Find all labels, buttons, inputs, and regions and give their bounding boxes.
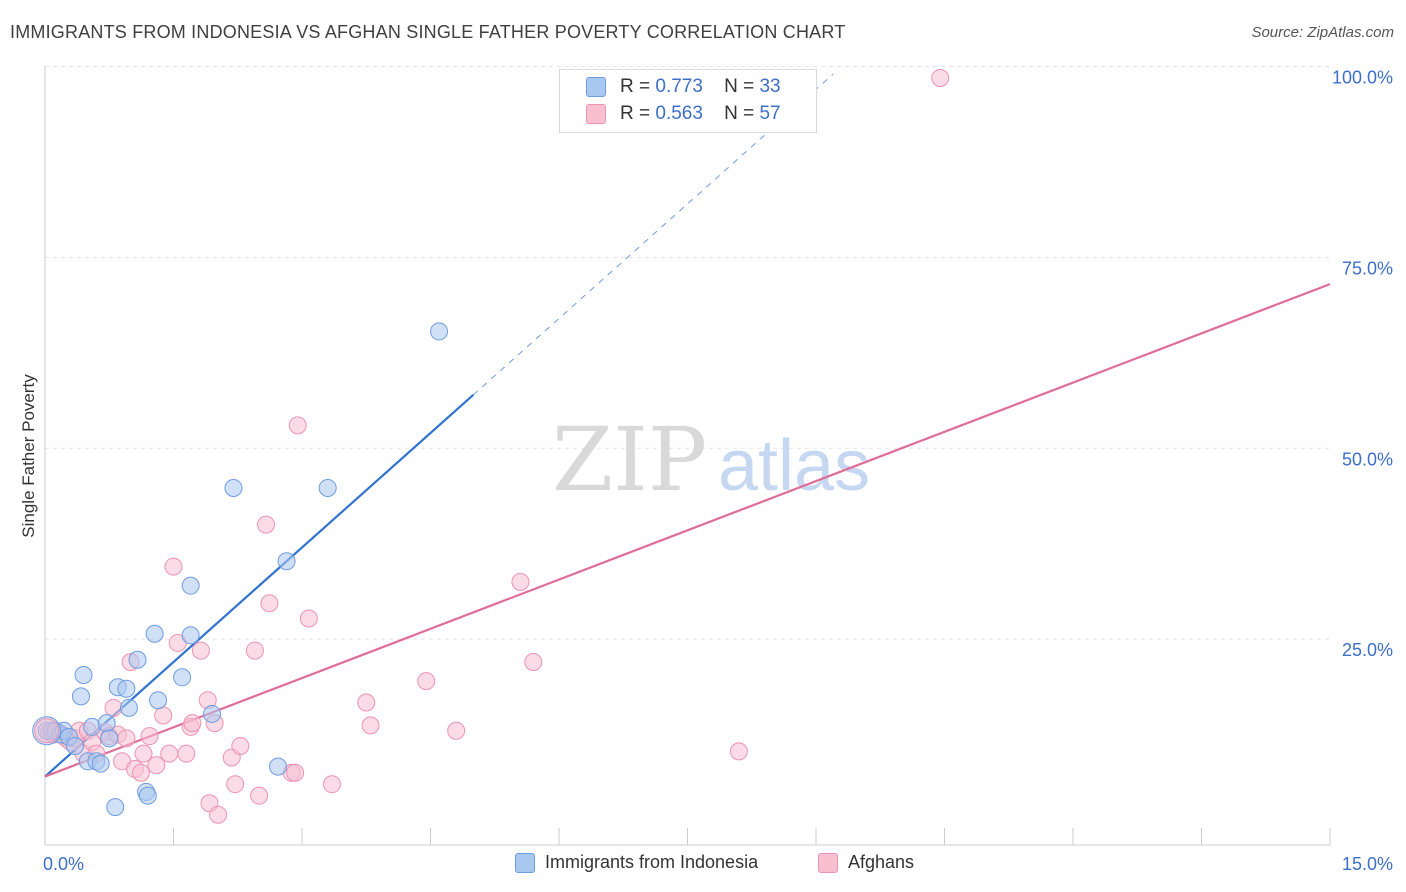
point-afghans bbox=[117, 729, 136, 748]
tick-labels: 25.0% 50.0% 75.0% 100.0% 0.0% 15.0% bbox=[43, 68, 1393, 875]
point-afghans bbox=[286, 763, 305, 782]
legend-r-label: R = bbox=[620, 76, 651, 97]
legend-item-afghans[interactable]: Afghans bbox=[818, 852, 914, 873]
source-label: Source: ZipAtlas.com bbox=[1251, 24, 1394, 41]
point-indonesia bbox=[91, 754, 110, 773]
point-afghans bbox=[131, 763, 150, 782]
point-indonesia bbox=[318, 478, 337, 497]
point-afghans bbox=[288, 416, 307, 435]
series-legend: Immigrants from Indonesia Afghans bbox=[0, 852, 1406, 878]
point-afghans bbox=[140, 727, 159, 746]
x-tick-label: 0.0% bbox=[43, 854, 84, 874]
legend-item-indonesia[interactable]: Immigrants from Indonesia bbox=[515, 852, 758, 873]
legend-label-indonesia: Immigrants from Indonesia bbox=[545, 852, 759, 872]
point-afghans bbox=[511, 572, 530, 591]
point-indonesia bbox=[119, 698, 138, 717]
legend-r-value-afghans: 0.563 bbox=[655, 103, 703, 124]
point-indonesia bbox=[106, 798, 125, 817]
point-indonesia bbox=[430, 322, 449, 341]
point-afghans bbox=[164, 557, 183, 576]
y-tick-label: 100.0% bbox=[1332, 68, 1393, 88]
point-afghans bbox=[729, 742, 748, 761]
point-indonesia bbox=[74, 666, 93, 685]
point-indonesia bbox=[65, 737, 84, 756]
legend-n-value-afghans: 57 bbox=[759, 103, 781, 124]
point-afghans bbox=[134, 744, 153, 763]
point-indonesia bbox=[138, 786, 157, 805]
point-afghans bbox=[417, 672, 436, 691]
point-cluster-indonesia bbox=[32, 716, 62, 746]
legend-n-value-indonesia: 33 bbox=[759, 76, 781, 97]
point-afghans bbox=[931, 68, 950, 87]
point-afghans bbox=[299, 609, 318, 628]
point-indonesia bbox=[128, 650, 147, 669]
point-afghans bbox=[257, 515, 276, 534]
point-indonesia bbox=[71, 687, 90, 706]
point-cluster-afghans bbox=[34, 718, 60, 744]
point-afghans bbox=[154, 706, 173, 725]
point-indonesia bbox=[181, 576, 200, 595]
point-indonesia bbox=[173, 668, 192, 687]
correlation-legend: R = 0.773 N = 33 R = 0.563 N = 57 bbox=[559, 69, 817, 133]
point-indonesia bbox=[224, 478, 243, 497]
chart-title: IMMIGRANTS FROM INDONESIA VS AFGHAN SING… bbox=[10, 22, 846, 42]
point-indonesia bbox=[97, 714, 116, 733]
point-afghans bbox=[250, 786, 269, 805]
point-afghans bbox=[245, 641, 264, 660]
watermark-atlas: atlas bbox=[718, 426, 870, 506]
legend-swatch-indonesia bbox=[586, 77, 606, 97]
data-points bbox=[32, 68, 950, 824]
point-indonesia bbox=[145, 624, 164, 643]
point-afghans bbox=[524, 653, 543, 672]
axes bbox=[44, 66, 1331, 846]
point-afghans bbox=[226, 775, 245, 794]
point-indonesia bbox=[181, 626, 200, 645]
legend-label-afghans: Afghans bbox=[848, 852, 915, 872]
point-afghans bbox=[183, 714, 202, 733]
legend-n-label: N = bbox=[724, 103, 755, 124]
point-afghans bbox=[322, 775, 341, 794]
point-afghans bbox=[191, 641, 210, 660]
legend-r-value-indonesia: 0.773 bbox=[655, 76, 703, 97]
point-afghans bbox=[177, 744, 196, 763]
point-afghans bbox=[357, 693, 376, 712]
point-afghans bbox=[209, 805, 228, 824]
point-afghans bbox=[147, 756, 166, 775]
y-tick-label: 25.0% bbox=[1342, 640, 1393, 660]
point-indonesia bbox=[277, 552, 296, 571]
point-afghans bbox=[260, 594, 279, 613]
legend-swatch-afghans bbox=[818, 852, 838, 873]
y-tick-label: 50.0% bbox=[1342, 449, 1393, 469]
legend-r-label: R = bbox=[620, 103, 651, 124]
point-afghans bbox=[361, 716, 380, 735]
point-indonesia bbox=[269, 757, 288, 776]
watermark-zip: ZIP bbox=[552, 408, 707, 511]
grid-lines bbox=[45, 66, 1330, 640]
point-indonesia bbox=[203, 704, 222, 723]
x-tick-label: 15.0% bbox=[1342, 854, 1393, 874]
y-tick-label: 75.0% bbox=[1342, 258, 1393, 278]
watermark: ZIP atlas bbox=[552, 408, 870, 511]
legend-swatch-afghans bbox=[586, 104, 606, 124]
legend-swatch-indonesia bbox=[515, 852, 535, 873]
point-indonesia bbox=[117, 679, 136, 698]
y-axis-label: Single Father Poverty bbox=[19, 374, 38, 538]
legend-n-label: N = bbox=[724, 76, 755, 97]
point-afghans bbox=[160, 744, 179, 763]
point-indonesia bbox=[100, 729, 119, 748]
point-afghans bbox=[447, 721, 466, 740]
point-afghans bbox=[231, 737, 250, 756]
point-afghans bbox=[104, 698, 123, 717]
trend-line-afghans bbox=[44, 283, 1331, 778]
point-indonesia bbox=[149, 691, 168, 710]
